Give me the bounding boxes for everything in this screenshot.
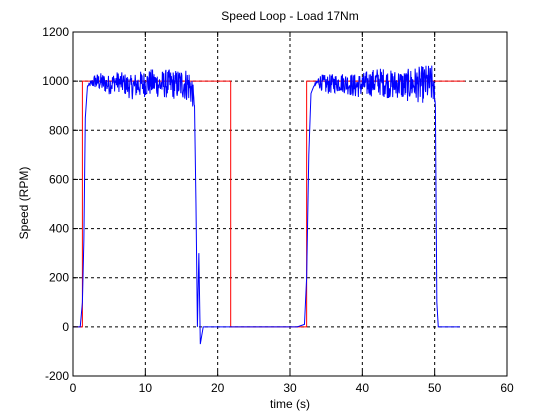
x-tick-label: 50 bbox=[428, 381, 442, 395]
chart-title: Speed Loop - Load 17Nm bbox=[221, 9, 358, 23]
x-tick-label: 60 bbox=[500, 381, 514, 395]
y-tick-label: 400 bbox=[49, 222, 69, 236]
y-axis-label: Speed (RPM) bbox=[17, 167, 31, 240]
series-speed-line bbox=[73, 65, 460, 345]
x-tick-label: 10 bbox=[139, 381, 153, 395]
y-tick-label: 1000 bbox=[42, 74, 69, 88]
y-tick-label: 800 bbox=[49, 123, 69, 137]
series-layer bbox=[73, 65, 466, 345]
x-tick-label: 0 bbox=[70, 381, 77, 395]
y-tick-label: 600 bbox=[49, 172, 69, 186]
x-tick-label: 20 bbox=[211, 381, 225, 395]
x-tick-label: 40 bbox=[356, 381, 370, 395]
y-axis-ticks: -200 0 200 400 600 800 1000 1200 bbox=[42, 25, 507, 383]
y-tick-label: 200 bbox=[49, 271, 69, 285]
y-tick-label: 1200 bbox=[42, 25, 69, 39]
x-axis-label: time (s) bbox=[270, 397, 310, 411]
x-axis-ticks: 0 10 20 30 40 50 60 bbox=[70, 32, 514, 395]
y-tick-label: 0 bbox=[62, 320, 69, 334]
x-tick-label: 30 bbox=[283, 381, 297, 395]
y-tick-label: -200 bbox=[45, 369, 69, 383]
